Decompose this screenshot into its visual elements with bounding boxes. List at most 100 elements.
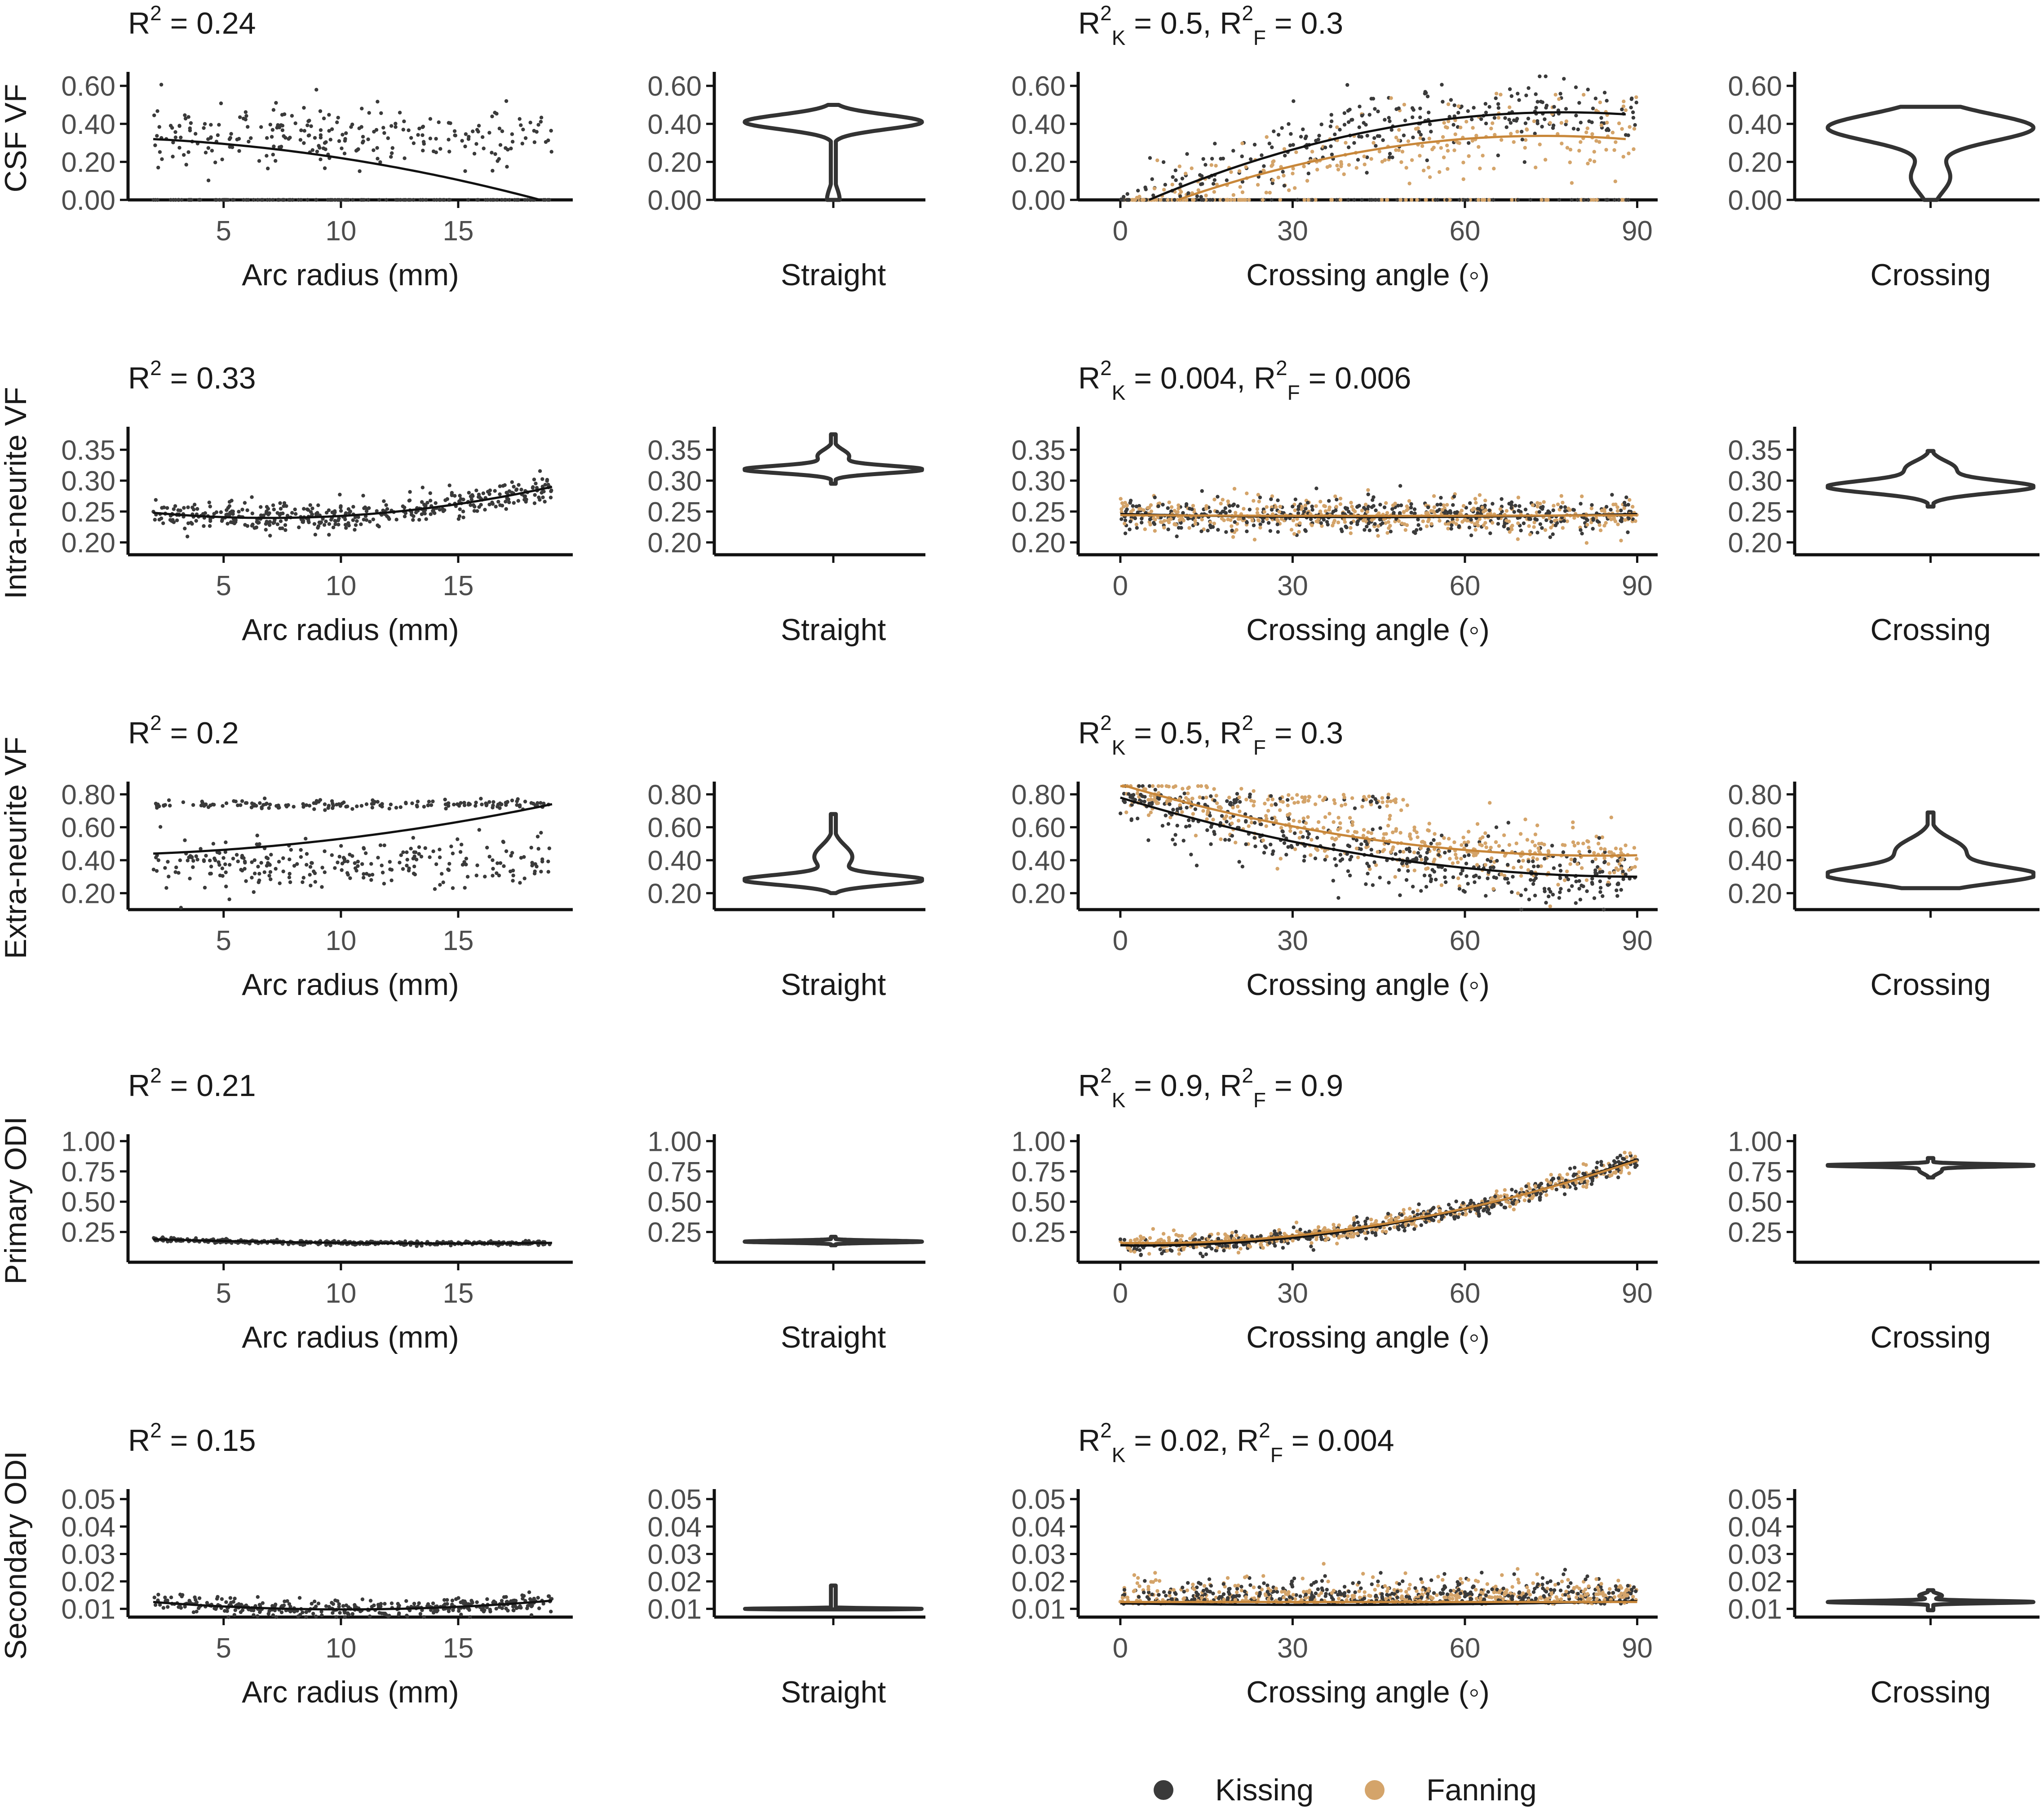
scatter-point <box>1457 887 1462 891</box>
scatter-point <box>390 151 394 155</box>
scatter-point <box>409 136 413 140</box>
scatter-point <box>1359 842 1363 846</box>
scatter-point <box>1288 829 1292 833</box>
scatter-point <box>1277 510 1281 514</box>
scatter-point <box>1291 172 1295 176</box>
fit-line-single <box>153 1238 552 1245</box>
scatter-point <box>1143 795 1147 799</box>
scatter-point <box>1630 96 1634 101</box>
scatter-point <box>1475 520 1479 524</box>
scatter-point <box>491 800 496 804</box>
scatter-point <box>1390 507 1394 511</box>
scatter-point <box>345 859 350 864</box>
scatter-point <box>184 163 188 167</box>
scatter-point <box>1340 1234 1344 1238</box>
scatter-point <box>1266 797 1270 802</box>
scatter-point <box>1335 125 1339 129</box>
scatter-point <box>1557 97 1561 101</box>
scatter-point <box>1200 174 1204 178</box>
scatter-point <box>246 125 250 129</box>
scatter-point <box>1456 111 1460 115</box>
scatter-point <box>1284 853 1288 857</box>
scatter-point <box>1222 817 1226 821</box>
scatter-point <box>1323 815 1327 819</box>
scatter-point <box>1452 1215 1456 1219</box>
scatter-point <box>1301 816 1305 821</box>
scatter-point <box>498 143 503 147</box>
scatter-point <box>1291 143 1295 147</box>
scatter-point <box>1478 517 1482 521</box>
scatter-point <box>447 862 451 866</box>
scatter-point <box>1426 828 1430 832</box>
scatter-point <box>545 477 549 482</box>
scatter-point <box>495 198 499 202</box>
scatter-point <box>318 109 323 113</box>
scatter-point <box>199 847 203 851</box>
scatter-point <box>367 111 371 115</box>
scatter-point <box>1598 867 1602 871</box>
scatter-point <box>1373 107 1377 111</box>
scatter-point <box>1335 164 1339 168</box>
scatter-point <box>1533 1184 1537 1188</box>
scatter-point <box>1348 107 1352 112</box>
scatter-point <box>322 523 327 527</box>
scatter-point <box>1240 865 1244 869</box>
scatter-point <box>549 128 553 133</box>
scatter-point <box>183 526 187 530</box>
scatter-point <box>1244 797 1248 802</box>
scatter-point <box>375 146 379 150</box>
scatter-point <box>1404 166 1408 170</box>
scatter-point <box>1425 158 1429 163</box>
scatter-point <box>387 517 391 521</box>
scatter-point <box>265 154 269 158</box>
scatter-point <box>319 128 323 132</box>
scatter-point <box>1425 850 1429 855</box>
scatter-point <box>482 146 486 150</box>
scatter-point <box>515 799 519 804</box>
scatter-point <box>246 198 250 202</box>
scatter-point <box>1204 504 1208 508</box>
scatter-point <box>474 142 478 146</box>
scatter-point <box>1398 893 1402 897</box>
scatter-point <box>1476 507 1480 511</box>
scatter-point <box>461 509 465 513</box>
r2-part: 0.3 <box>1301 716 1344 750</box>
scatter-point <box>340 868 344 872</box>
scatter-point <box>264 528 268 532</box>
x-tick-label: 60 <box>1449 216 1480 247</box>
scatter-point <box>1476 511 1480 515</box>
scatter-point <box>368 520 372 524</box>
scatter-point <box>475 863 479 867</box>
scatter-point <box>1238 800 1242 804</box>
scatter-point <box>1565 146 1570 150</box>
scatter-point <box>1354 846 1359 851</box>
scatter-point <box>278 881 282 885</box>
scatter-point <box>270 135 274 139</box>
scatter-point <box>1252 821 1257 825</box>
scatter-point <box>1525 838 1530 842</box>
scatter-point <box>1485 1210 1490 1214</box>
scatter-point <box>1306 815 1310 819</box>
scatter-point <box>1221 509 1225 513</box>
scatter-point <box>1405 847 1409 851</box>
scatter-point <box>1412 1227 1416 1231</box>
scatter-point <box>1532 520 1536 525</box>
scatter-point <box>1568 147 1573 152</box>
scatter-point <box>1626 530 1630 535</box>
scatter-point <box>268 534 272 538</box>
scatter-point <box>361 494 365 498</box>
scatter-point <box>1535 517 1539 522</box>
scatter-point <box>490 115 494 119</box>
y-tick-label: 0.40 <box>647 845 702 876</box>
r2-prefix: R <box>128 361 150 395</box>
scatter-point <box>1490 856 1494 860</box>
scatter-point <box>171 520 175 524</box>
scatter-point <box>1413 511 1417 516</box>
scatter-point <box>255 842 259 846</box>
scatter-point <box>1405 803 1409 807</box>
scatter-point <box>1483 508 1488 513</box>
scatter-point <box>1409 502 1413 506</box>
scatter-point <box>1230 834 1234 838</box>
